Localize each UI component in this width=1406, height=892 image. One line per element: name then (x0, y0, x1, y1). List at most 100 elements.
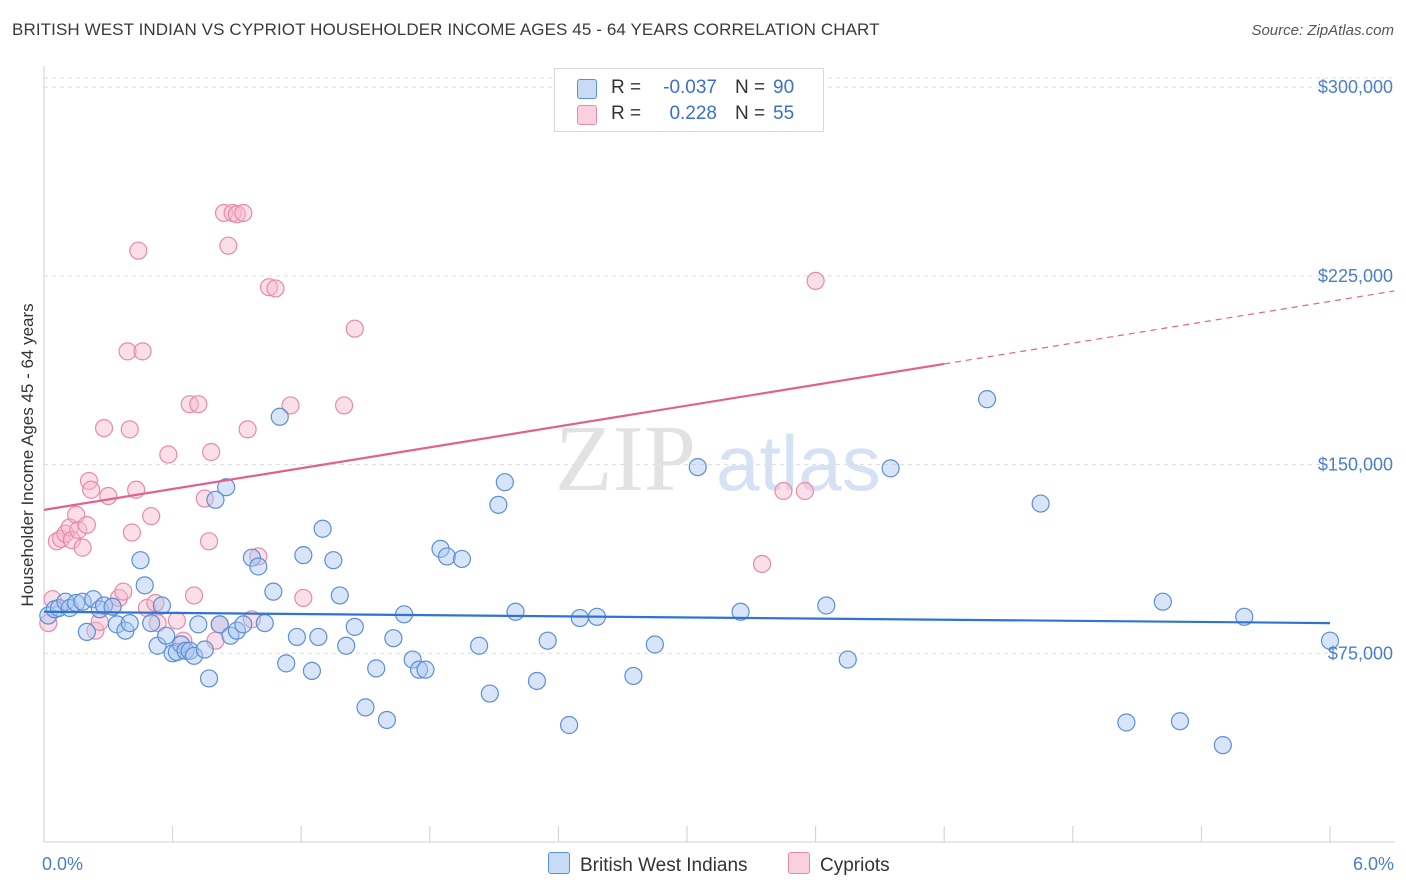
legend-n-label: N = (735, 77, 766, 98)
british-west-indians-point (881, 459, 900, 478)
cypriots-trendline-extension (944, 290, 1395, 365)
gridlines (44, 77, 1395, 654)
british-west-indians-point (313, 519, 332, 538)
x-tick-labels: 0.0% 6.0% (42, 854, 1394, 874)
cypriots-point (120, 420, 139, 439)
british-west-indians-point (135, 576, 154, 595)
british-west-indians-point (437, 547, 457, 566)
british-west-indians-point (1031, 494, 1050, 513)
british-west-indians-point (817, 596, 836, 615)
british-west-indians-point (249, 557, 268, 576)
cypriots-point (189, 395, 208, 414)
y-tick-labels: $75,000 $150,000 $225,000 $300,000 (1318, 77, 1393, 663)
cypriots-point (62, 530, 81, 550)
x-tick-label: 6.0% (1353, 854, 1394, 874)
legend-swatch-blue (577, 79, 597, 99)
british-west-indians-point (356, 698, 375, 717)
british-west-indians-point (195, 640, 214, 659)
british-west-indians-point (255, 613, 274, 633)
british-west-indians-point (264, 582, 283, 601)
legend-n-label: N = (735, 103, 766, 124)
cypriots-point (259, 278, 279, 297)
cypriots-point (167, 611, 186, 630)
watermark: ZIP atlas (555, 407, 881, 511)
british-west-indians-point (645, 635, 664, 654)
british-west-indians-point (103, 597, 122, 616)
british-west-indians-point (330, 586, 349, 605)
cypriots-point (159, 445, 178, 464)
british-west-indians-point (538, 631, 557, 650)
y-tick-label: $150,000 (1318, 455, 1393, 475)
british-west-indians-point (469, 636, 489, 655)
british-west-indians-point (977, 390, 997, 409)
legend-r-label: R = (611, 77, 642, 98)
british-west-indians-point (495, 473, 514, 492)
cypriots-point (73, 538, 92, 557)
y-tick-label: $300,000 (1318, 77, 1393, 97)
bottom-legend-label: British West Indians (580, 855, 748, 876)
british-west-indians-point (452, 549, 472, 569)
bottom-legend-label: Cypriots (820, 855, 890, 876)
british-west-indians-point (431, 539, 450, 558)
cypriots-point (77, 515, 96, 535)
cypriots-point (202, 442, 221, 462)
british-west-indians-point (570, 608, 589, 628)
british-west-indians-point (527, 671, 547, 691)
british-west-indians-point (1213, 736, 1232, 755)
cypriots-trendline (43, 362, 945, 511)
british-west-indians-point (506, 602, 525, 621)
cypriots-point (82, 480, 101, 499)
cypriots-point (795, 481, 814, 501)
cypriots-point (219, 236, 238, 255)
cypriots-point (281, 396, 300, 415)
british-west-indians-point (287, 627, 307, 647)
british-west-indians-point (234, 615, 253, 634)
legend-r-label: R = (611, 103, 642, 124)
british-west-indians-point (337, 636, 356, 655)
cypriots-points (39, 203, 825, 650)
british-west-indians-point (384, 629, 403, 648)
y-tick-label: $75,000 (1328, 643, 1393, 663)
cypriots-point (129, 241, 148, 260)
british-west-indians-point (152, 596, 171, 615)
british-west-indians-point (184, 646, 204, 665)
chart-title: BRITISH WEST INDIAN VS CYPRIOT HOUSEHOLD… (12, 20, 880, 39)
cypriots-point (238, 420, 257, 439)
british-west-indians-point (1235, 607, 1254, 626)
cypriots-point (234, 203, 253, 223)
british-west-indians-point (210, 615, 229, 634)
british-west-indians-point (560, 715, 579, 735)
watermark-atlas: atlas (716, 419, 881, 507)
cypriots-point (133, 342, 152, 361)
cypriots-point (227, 205, 246, 224)
british-west-indians-point (838, 650, 857, 669)
british-west-indians-point (409, 660, 429, 679)
cypriots-point (774, 481, 793, 501)
british-west-indians-point (624, 666, 643, 686)
british-west-indians-point (277, 654, 296, 673)
cypriots-point (806, 271, 825, 291)
source-label: Source: ZipAtlas.com (1251, 22, 1394, 39)
cypriots-point (184, 586, 204, 605)
british-west-indians-point (688, 457, 707, 477)
british-west-indians-point (142, 613, 161, 633)
british-west-indians-point (199, 669, 219, 688)
british-west-indians-point (77, 622, 96, 642)
legend-n-value: 90 (773, 77, 795, 98)
cypriots-point (249, 547, 268, 566)
cypriots-point (142, 507, 161, 526)
british-west-indians-point (416, 660, 435, 679)
axes (43, 66, 1395, 843)
british-west-indians-point (302, 661, 322, 681)
cypriots-point (294, 588, 313, 608)
legend-r-value: 0.228 (669, 103, 717, 124)
british-west-indians-points (39, 390, 1340, 755)
cypriots-point (266, 279, 285, 298)
trendlines (43, 290, 1395, 625)
y-axis-label: Householder Income Ages 45 - 64 years (18, 303, 37, 606)
british-west-indians-point (206, 490, 225, 509)
british-west-indians-point (84, 590, 103, 609)
legend-r-value: -0.037 (663, 77, 717, 98)
british-west-indians-point (324, 551, 343, 570)
